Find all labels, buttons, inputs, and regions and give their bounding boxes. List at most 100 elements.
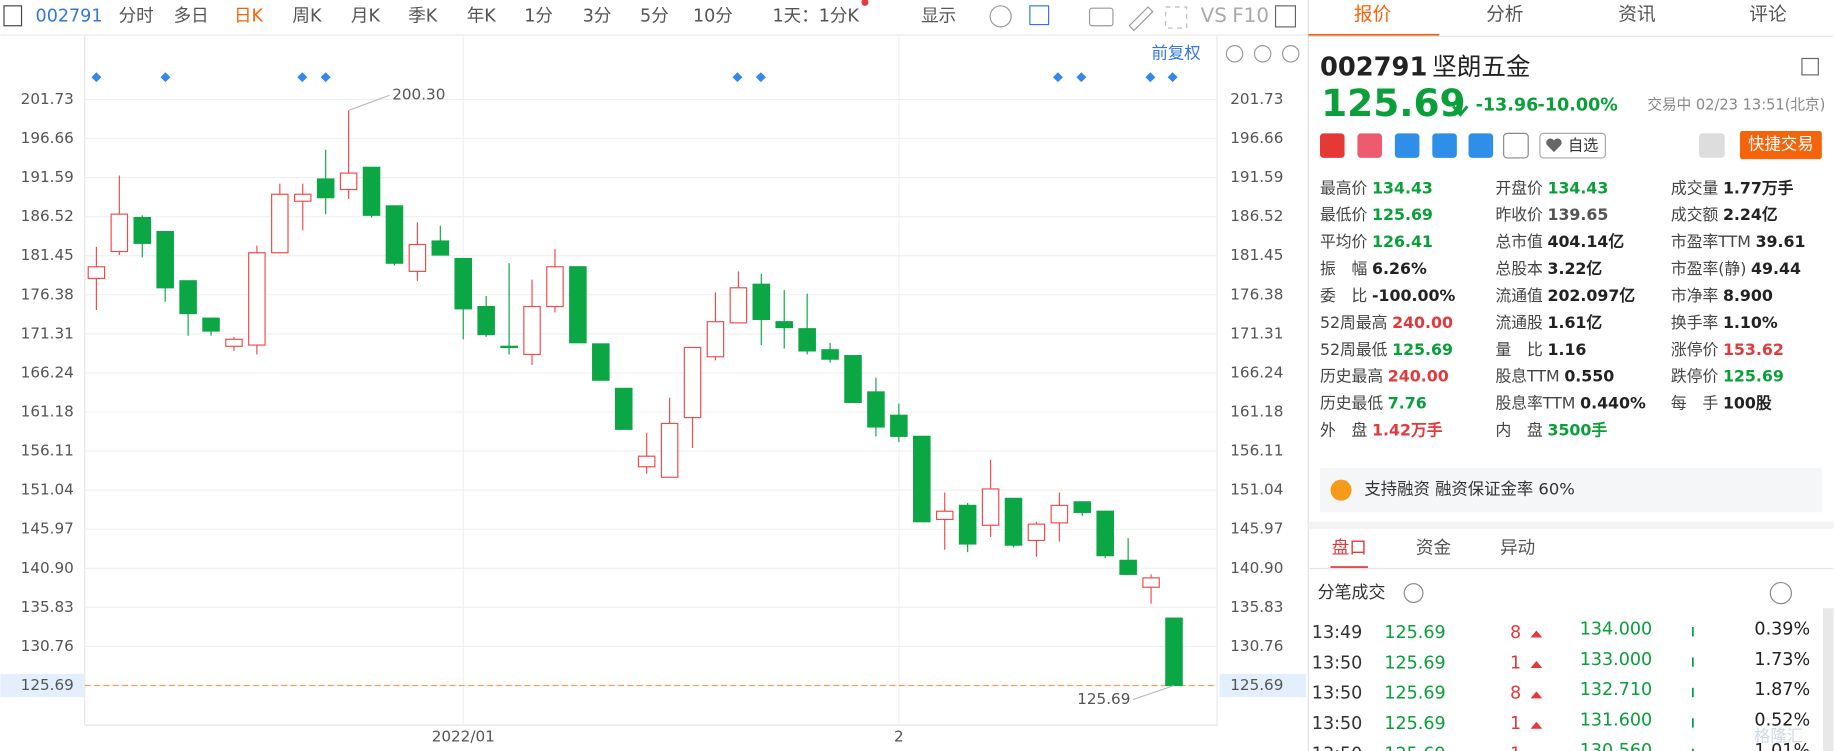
candle-body bbox=[202, 317, 220, 332]
period-tab[interactable]: 日K bbox=[234, 6, 264, 26]
undo-icon[interactable] bbox=[1225, 45, 1244, 63]
stat-value: 404.14亿 bbox=[1547, 232, 1624, 251]
zoom-in-icon[interactable] bbox=[1281, 45, 1300, 63]
x-tick-label: 2022/01 bbox=[432, 727, 495, 745]
stat: 市盈率(静) 49.44 bbox=[1671, 259, 1801, 278]
watch-label[interactable]: 自选 bbox=[1568, 137, 1598, 155]
scrollbar[interactable] bbox=[1822, 608, 1834, 751]
stock-code[interactable]: 002791 bbox=[36, 6, 103, 26]
period-tab[interactable]: 多日 bbox=[174, 6, 209, 26]
sub-tab[interactable]: 盘口 bbox=[1332, 539, 1367, 559]
more-icon[interactable] bbox=[1769, 581, 1792, 605]
stat-value: 3.22亿 bbox=[1547, 259, 1602, 278]
info-icon[interactable] bbox=[1403, 583, 1424, 604]
period-tab[interactable]: 3分 bbox=[583, 6, 612, 26]
quote-tab[interactable]: 资讯 bbox=[1618, 5, 1656, 26]
quote-tab[interactable]: 报价 bbox=[1354, 5, 1392, 26]
f10-button[interactable]: F10 bbox=[1232, 4, 1269, 27]
candle-body bbox=[225, 338, 243, 347]
settings-icon[interactable] bbox=[989, 5, 1012, 28]
event-marker[interactable] bbox=[320, 72, 331, 83]
annotation-leader bbox=[348, 94, 390, 111]
trade-ratio: 0.39% bbox=[1754, 619, 1810, 639]
trade-level: 132.710 bbox=[1580, 680, 1653, 700]
stat-value: 125.69 bbox=[1372, 205, 1433, 224]
trade-volume: 8 bbox=[1510, 684, 1521, 704]
icon-shuffle[interactable] bbox=[1394, 133, 1420, 158]
stat-value: 6.26% bbox=[1372, 259, 1427, 278]
period-tab[interactable]: 月K bbox=[351, 6, 381, 26]
interval-select[interactable]: 1天：1分K bbox=[773, 6, 860, 26]
quote-tab[interactable]: 分析 bbox=[1486, 5, 1523, 26]
stat-label: 振 幅 bbox=[1320, 259, 1368, 278]
period-tab[interactable]: 10分 bbox=[693, 6, 733, 26]
event-marker[interactable] bbox=[1052, 72, 1063, 83]
icon-flag[interactable] bbox=[1319, 133, 1345, 158]
trade-ratio: 1.73% bbox=[1754, 650, 1810, 670]
y-tick-label: 176.38 bbox=[1230, 285, 1283, 303]
event-marker[interactable] bbox=[160, 72, 171, 83]
stat-label: 总市值 bbox=[1495, 232, 1543, 251]
annotation-leader bbox=[1132, 684, 1175, 701]
vs-button[interactable]: VS bbox=[1201, 4, 1227, 27]
stat-label: 换手率 bbox=[1671, 312, 1718, 331]
event-marker[interactable] bbox=[297, 72, 308, 83]
period-tab[interactable]: 1分 bbox=[524, 6, 553, 26]
event-marker[interactable] bbox=[1076, 72, 1087, 83]
stat-label: 昨收价 bbox=[1495, 205, 1543, 224]
trade-arrow bbox=[1530, 660, 1543, 668]
period-tab[interactable]: 季K bbox=[408, 6, 438, 26]
camera-icon[interactable] bbox=[1088, 7, 1114, 27]
margin-text: 支持融资 融资保证金率 60% bbox=[1364, 480, 1574, 499]
y-tick-label: 161.18 bbox=[1230, 402, 1283, 420]
display-menu[interactable]: 显示 bbox=[921, 6, 956, 26]
trade-button[interactable] bbox=[1739, 131, 1822, 160]
stat-value: 1.16 bbox=[1547, 339, 1586, 358]
trade-level: 131.600 bbox=[1580, 711, 1653, 731]
trade-price: 125.69 bbox=[1384, 745, 1445, 751]
coin-icon bbox=[1330, 479, 1352, 501]
icon-flash[interactable] bbox=[1357, 133, 1382, 158]
zoom-out-icon[interactable] bbox=[1253, 45, 1272, 63]
y-tick-label: 135.83 bbox=[21, 598, 74, 616]
y-tick-label: 161.18 bbox=[21, 402, 74, 420]
adjust-button[interactable]: 前复权 bbox=[1152, 43, 1201, 62]
period-tab[interactable]: 分时 bbox=[119, 6, 154, 26]
trade-label[interactable]: 快捷交易 bbox=[1748, 135, 1813, 154]
trade-time: 13:49 bbox=[1312, 623, 1363, 643]
trade-arrow bbox=[1530, 721, 1543, 729]
menu-icon[interactable] bbox=[3, 5, 23, 27]
event-marker[interactable] bbox=[91, 72, 102, 83]
candle-body bbox=[248, 252, 266, 346]
candle-body bbox=[179, 280, 197, 315]
candle-body bbox=[775, 321, 794, 329]
y-tick-label: 125.69 bbox=[21, 676, 74, 694]
color-box[interactable] bbox=[1029, 5, 1050, 26]
icon-note[interactable] bbox=[1503, 132, 1529, 159]
period-tab[interactable]: 周K bbox=[292, 6, 322, 26]
stat-value: 3500手 bbox=[1547, 420, 1607, 439]
trade-price: 125.69 bbox=[1384, 653, 1445, 673]
layout-icon[interactable] bbox=[1801, 57, 1819, 76]
sub-tab[interactable]: 资金 bbox=[1416, 539, 1452, 559]
bell-button[interactable] bbox=[1698, 133, 1725, 158]
period-tab[interactable]: 5分 bbox=[640, 6, 669, 26]
trade-time: 13:50 bbox=[1312, 684, 1363, 704]
stat-value: 39.61 bbox=[1756, 232, 1806, 251]
icon-dollar[interactable] bbox=[1432, 133, 1457, 158]
candle-body bbox=[798, 328, 816, 352]
period-tab[interactable]: 年K bbox=[467, 6, 497, 26]
annotation-label: 200.30 bbox=[392, 86, 445, 104]
stat-label: 股息TTM bbox=[1495, 366, 1559, 385]
sub-tab[interactable]: 异动 bbox=[1500, 539, 1535, 559]
panel-icon[interactable] bbox=[1274, 5, 1297, 28]
pen-icon[interactable] bbox=[1128, 6, 1154, 32]
candle-body bbox=[706, 321, 725, 358]
quote-name: 坚朗五金 bbox=[1432, 52, 1530, 81]
quote-tab[interactable]: 评论 bbox=[1749, 5, 1787, 26]
icon-tag[interactable] bbox=[1468, 133, 1494, 158]
stat: 昨收价 139.65 bbox=[1495, 205, 1608, 224]
trade-ratio: 0.52% bbox=[1754, 711, 1810, 731]
stat: 历史最高 240.00 bbox=[1320, 366, 1449, 385]
